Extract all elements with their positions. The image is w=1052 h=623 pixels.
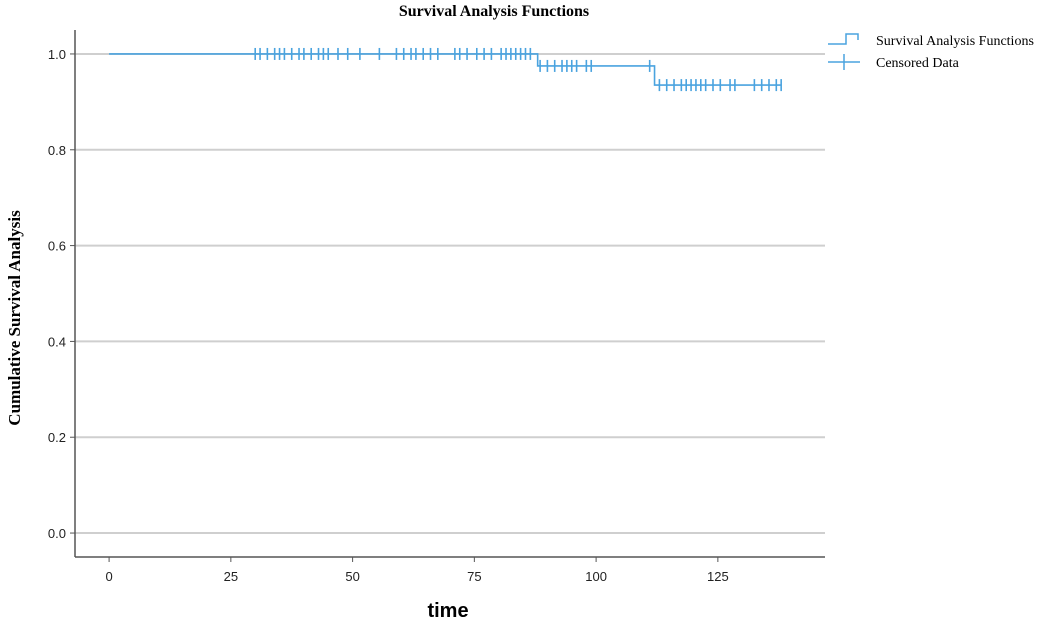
legend-label-censored: Censored Data — [876, 56, 960, 71]
x-tick-label: 100 — [585, 569, 607, 584]
x-tick-label: 125 — [707, 569, 729, 584]
legend-label-survival: Survival Analysis Functions — [876, 34, 1034, 49]
y-axis-label: Cumulative Survival Analysis — [5, 210, 24, 426]
x-tick-label: 0 — [105, 569, 112, 584]
survival-step-line — [109, 53, 782, 86]
plot-area — [109, 47, 782, 92]
y-tick-label: 0.0 — [48, 526, 66, 541]
y-axis-ticks: 0.0 0.2 0.4 0.6 0.8 1.0 — [48, 47, 75, 541]
x-tick-label: 50 — [345, 569, 359, 584]
y-tick-label: 0.2 — [48, 430, 66, 445]
y-tick-label: 0.6 — [48, 239, 66, 254]
x-tick-label: 75 — [467, 569, 481, 584]
x-axis-ticks: 0 25 50 75 100 125 — [105, 557, 729, 584]
chart-title: Survival Analysis Functions — [399, 3, 589, 20]
legend: Survival Analysis Functions Censored Dat… — [828, 33, 1034, 71]
y-tick-label: 0.4 — [48, 334, 66, 349]
x-axis-label: time — [427, 600, 468, 622]
legend-step-icon — [828, 33, 859, 45]
y-tick-label: 0.8 — [48, 143, 66, 158]
y-tick-label: 1.0 — [48, 47, 66, 62]
x-tick-label: 25 — [224, 569, 238, 584]
gridlines — [75, 52, 825, 535]
